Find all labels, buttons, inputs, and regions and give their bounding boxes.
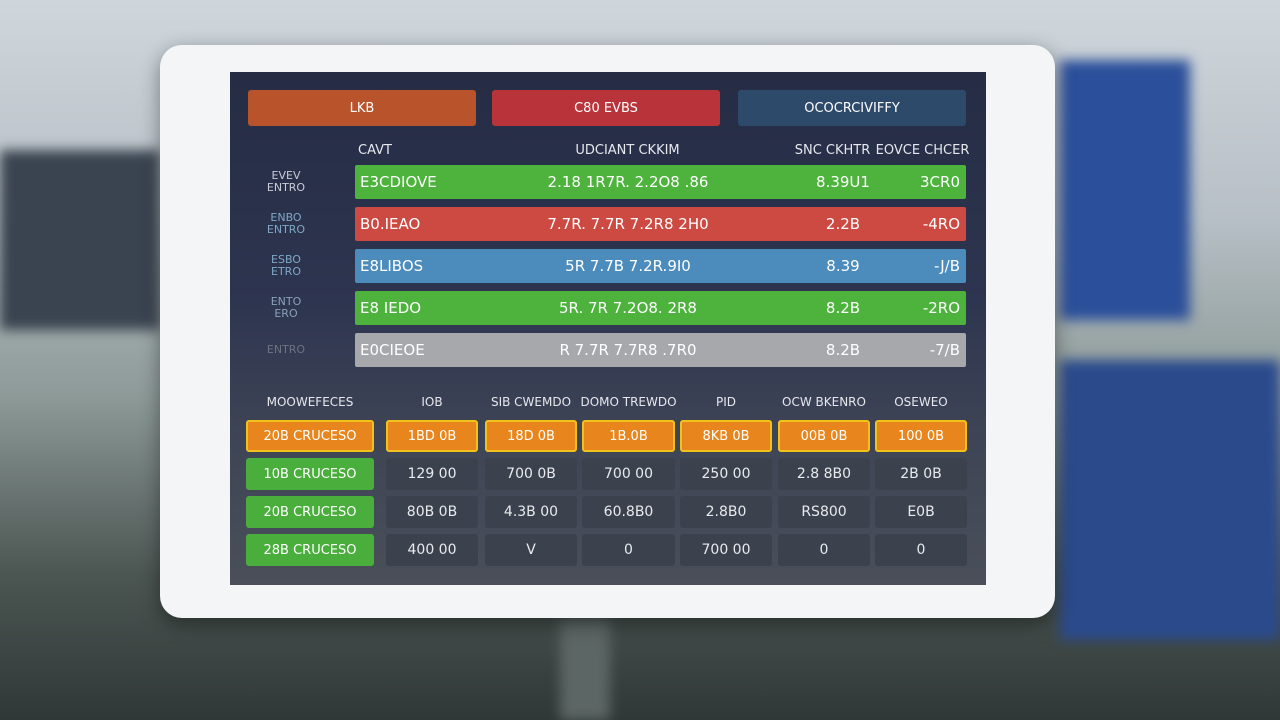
table-cell: 18D 0B	[485, 420, 577, 452]
table-cell: 8KB 0B	[680, 420, 772, 452]
row-bar[interactable]	[355, 207, 966, 241]
table-cell: 2.8B0	[680, 496, 772, 528]
table-cell: RS800	[778, 496, 870, 528]
table-cell: 129 00	[386, 458, 478, 490]
column-header: DOMO TREWDO	[580, 395, 677, 409]
table-cell: 700 00	[680, 534, 772, 566]
table-cell: 700 0B	[485, 458, 577, 490]
column-header: CAVT	[358, 142, 392, 158]
stand	[560, 618, 610, 720]
table-cell: 2.8 8B0	[778, 458, 870, 490]
table-cell: 0	[875, 534, 967, 566]
row-change: -2RO	[922, 299, 960, 317]
row-label-cell: 20B CRUCESO	[246, 496, 374, 528]
row-label-cell: 20B CRUCESO	[246, 420, 374, 452]
row-value: 8.39	[826, 257, 860, 275]
row-change: -J/B	[933, 257, 960, 275]
table-cell: V	[485, 534, 577, 566]
column-header: PID	[715, 395, 736, 409]
row-change: 3CR0	[920, 173, 960, 191]
row-value: 8.2B	[825, 341, 861, 359]
column-header: OSEWEO	[894, 395, 948, 409]
table-cell: 250 00	[680, 458, 772, 490]
row-detail: 7.7R. 7.7R 7.2R8 2H0	[547, 215, 709, 233]
row-name: E8LIBOS	[360, 257, 424, 275]
table-cell: 0	[582, 534, 675, 566]
table-cell: 700 00	[582, 458, 675, 490]
row-value: 8.2B	[825, 299, 861, 317]
row-value: 8.39U1	[816, 173, 870, 191]
row-name: E0CIEOE	[360, 341, 425, 359]
row-detail: R 7.7R 7.7R8 .7R0	[559, 341, 697, 359]
table-cell: 2B 0B	[875, 458, 967, 490]
table-cell: 400 00	[386, 534, 478, 566]
row-detail: 2.18 1R7R. 2.2O8 .86	[547, 173, 709, 191]
table-cell: 100 0B	[875, 420, 967, 452]
tab[interactable]: LKB	[248, 90, 476, 126]
background-machine	[0, 150, 160, 330]
column-header: SNC CKHTR	[794, 142, 871, 158]
row-label: ENBO ENTRO	[266, 211, 306, 236]
row-name: E3CDIOVE	[360, 173, 437, 191]
table-cell: 0	[778, 534, 870, 566]
row-name: B0.IEAO	[360, 215, 421, 233]
row-bar[interactable]	[355, 333, 966, 367]
table-cell: 1BD 0B	[386, 420, 478, 452]
row-label: EVEV ENTRO	[266, 169, 306, 194]
tab[interactable]: OCOCRCIVIFFY	[738, 90, 966, 126]
table-cell: 00B 0B	[778, 420, 870, 452]
column-header: SIB CWEMDO	[490, 395, 572, 409]
column-header: EOVCE CHCER	[875, 142, 970, 158]
row-change: -4RO	[922, 215, 960, 233]
row-bar[interactable]	[355, 291, 966, 325]
row-label: ESBO ETRO	[271, 253, 301, 278]
row-value: 2.2B	[825, 215, 861, 233]
row-bar[interactable]	[355, 249, 966, 283]
row-label: ENTO ERO	[270, 295, 302, 320]
row-label-cell: 10B CRUCESO	[246, 458, 374, 490]
column-header: IOB	[421, 395, 443, 409]
row-label-cell: 28B CRUCESO	[246, 534, 374, 566]
table-cell: 1B.0B	[582, 420, 675, 452]
tab[interactable]: C80 EVBS	[492, 90, 720, 126]
table-cell: E0B	[875, 496, 967, 528]
row-bar[interactable]	[355, 165, 966, 199]
background-cabinet	[1060, 60, 1190, 320]
table-cell: 60.8B0	[582, 496, 675, 528]
column-header: OCW BKENRO	[782, 395, 866, 409]
row-label: ENTRO	[266, 343, 306, 356]
row-detail: 5R. 7R 7.2O8. 2R8	[559, 299, 697, 317]
table-cell: 80B 0B	[386, 496, 478, 528]
row-detail: 5R 7.7B 7.2R.9I0	[565, 257, 691, 275]
row-change: -7/B	[929, 341, 960, 359]
background-cabinet	[1060, 360, 1280, 640]
row-name: E8 IEDO	[360, 299, 422, 317]
column-header: MOOWEFECES	[266, 395, 354, 409]
table-cell: 4.3B 00	[485, 496, 577, 528]
column-header: UDCIANT CKKIM	[575, 142, 680, 158]
